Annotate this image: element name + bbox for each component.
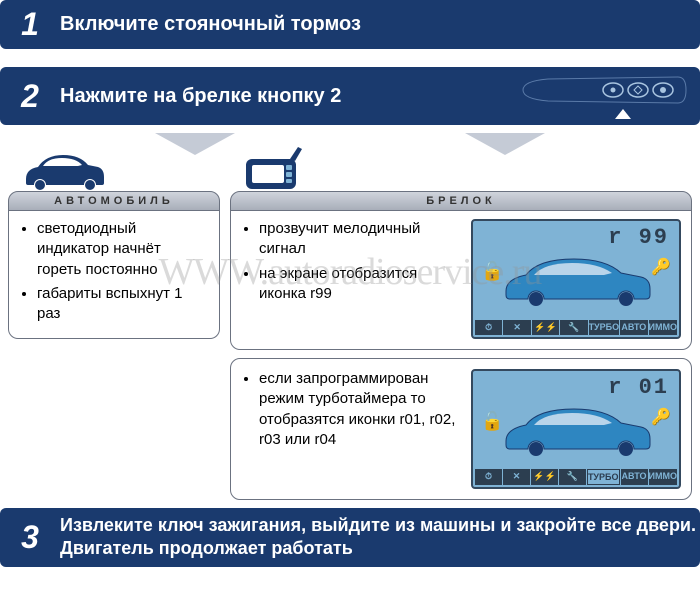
remote-panel: БРЕЛОК прозвучит мелодичный сигнал на эк… (230, 145, 692, 350)
lcd-icon-auto: АВТО (621, 469, 648, 485)
lcd-icon-auto: АВТО (620, 320, 647, 335)
lcd-bottom-bar: ⏱ ✕ ⚡⚡ 🔧 ТУРБО АВТО ИММО (475, 469, 677, 485)
lcd-bottom-bar: ⏱ ✕ ⚡⚡ 🔧 ТУРБО АВТО ИММО (475, 320, 677, 335)
car-panel: АВТОМОБИЛЬ светодиодный индикатор начнёт… (8, 145, 220, 350)
step1-number: 1 (0, 6, 60, 43)
step3-text: Извлеките ключ зажигания, выйдите из маш… (60, 514, 696, 561)
lcd-icon-x: ✕ (503, 320, 530, 335)
car-panel-list: светодиодный индикатор начнёт гореть пос… (19, 219, 209, 328)
lcd-car-icon (496, 399, 656, 459)
lcd-icon-bolt: ⚡⚡ (531, 469, 558, 485)
list-item: прозвучит мелодичный сигнал (259, 219, 463, 260)
step1-header: 1 Включите стояночный тормоз (0, 0, 700, 49)
lcd-icon-immo: ИММО (649, 469, 677, 485)
lcd-car-icon (496, 249, 656, 309)
lcd-icon-clock: ⏱ (475, 320, 502, 335)
lcd-icon-wrench: 🔧 (559, 469, 586, 485)
lcd-icon-turbo: ТУРБО (587, 469, 620, 485)
lcd-display-1: r 99 🔓 🔑 ⏱ ✕ ⚡⚡ 🔧 ТУРБО (471, 219, 681, 339)
lcd-icon-immo: ИММО (649, 320, 677, 335)
lcd-icon-clock: ⏱ (475, 469, 502, 485)
step2-text: Нажмите на брелке кнопку 2 (60, 85, 341, 108)
step1-text: Включите стояночный тормоз (60, 13, 361, 36)
list-item: светодиодный индикатор начнёт гореть пос… (37, 219, 209, 280)
remote-fob-graphic (518, 73, 688, 119)
list-item: если запрограммирован режим турботаймера… (259, 369, 463, 450)
step2-number: 2 (0, 78, 60, 115)
list-item: на экране отобразится иконка r99 (259, 264, 463, 305)
remote-panel2-list: если запрограммирован режим турботаймера… (241, 369, 463, 489)
lcd-display-2: r 01 🔓 🔑 ⏱ ✕ ⚡⚡ 🔧 ТУРБО АВТО ИММО (471, 369, 681, 489)
lcd-icon-wrench: 🔧 (560, 320, 587, 335)
step3-header: 3 Извлеките ключ зажигания, выйдите из м… (0, 508, 700, 567)
car-silhouette-icon (18, 149, 108, 193)
lcd-value: r 99 (608, 225, 669, 250)
step2-header: 2 Нажмите на брелке кнопку 2 (0, 67, 700, 125)
remote-panel-list: прозвучит мелодичный сигнал на экране от… (241, 219, 463, 339)
remote-silhouette-icon (240, 145, 310, 195)
lcd-value: r 01 (608, 375, 669, 400)
button2-marker-icon (615, 109, 631, 119)
list-item: габариты вспыхнут 1 раз (37, 284, 209, 325)
lcd-icon-bolt: ⚡⚡ (532, 320, 559, 335)
lcd-icon-turbo: ТУРБО (589, 320, 620, 335)
step3-number: 3 (0, 519, 60, 556)
remote-panel-2: если запрограммирован режим турботаймера… (230, 358, 692, 500)
lcd-icon-x: ✕ (503, 469, 530, 485)
